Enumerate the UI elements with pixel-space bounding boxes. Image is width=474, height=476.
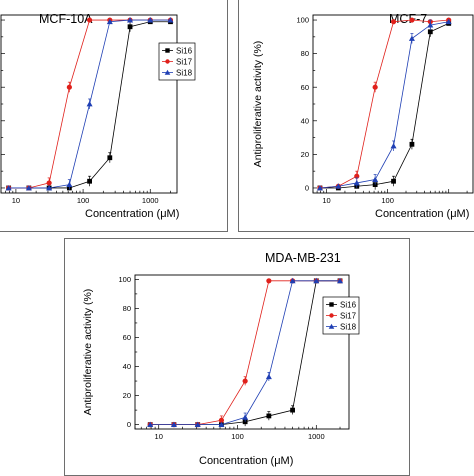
panel-title: MCF-7: [389, 12, 427, 26]
data-point: [25, 184, 32, 191]
data-point: [106, 18, 113, 25]
data-point: [194, 421, 201, 428]
data-point: [265, 373, 272, 380]
y-tick-label: 80: [123, 304, 131, 313]
legend-marker: [329, 302, 334, 307]
data-point: [218, 417, 225, 423]
y-tick-label: 20: [123, 391, 131, 400]
data-point: [409, 17, 415, 23]
series-line: [150, 280, 341, 426]
data-point: [86, 101, 93, 107]
y-tick-label: 60: [301, 83, 309, 92]
panel-mcf-7: 10 100 0 20 40 60 80 100 MCF-7 Concentration (μM)…: [238, 0, 474, 232]
legend-label: Si17: [176, 57, 193, 66]
panel-mcf-10a: 10 100 1000 MCF-10A Concentration (μM) Si16 Si…: [0, 0, 228, 232]
data-point: [427, 22, 434, 28]
y-tick-label: 100: [118, 275, 131, 284]
legend-label: Si18: [340, 322, 357, 331]
data-point: [127, 24, 133, 30]
legend-label: Si16: [176, 46, 193, 55]
x-axis-label: Concentration (μM): [375, 208, 469, 220]
data-point: [147, 17, 154, 23]
data-point: [5, 184, 12, 191]
y-tick-label: 0: [127, 420, 131, 429]
legend-marker: [165, 48, 170, 53]
data-point: [313, 277, 320, 284]
legend-label: Si18: [176, 68, 193, 77]
data-point: [218, 421, 225, 428]
data-point: [372, 182, 378, 188]
legend-marker: [329, 313, 334, 318]
x-tick-label: 10: [155, 432, 163, 441]
series-line: [319, 23, 449, 189]
y-tick-label: 80: [301, 49, 309, 58]
data-point: [290, 407, 295, 413]
data-point: [289, 277, 296, 284]
data-point: [242, 414, 249, 420]
data-point: [335, 183, 342, 189]
panel-title: MCF-10A: [39, 12, 93, 26]
legend-label: Si17: [340, 311, 357, 320]
y-axis-label: Antiproliferative activity (%): [252, 41, 264, 168]
data-point: [427, 29, 433, 35]
data-point: [354, 173, 360, 179]
data-point: [147, 421, 154, 428]
data-point: [167, 17, 174, 23]
data-point: [372, 176, 379, 182]
series-line: [150, 280, 341, 426]
data-point: [390, 19, 397, 25]
plot-frame: [312, 14, 474, 194]
x-tick-label: 1000: [142, 196, 159, 205]
x-tick-label: 100: [77, 196, 90, 205]
data-point: [107, 155, 113, 161]
x-axis-label: Concentration (μM): [199, 455, 293, 467]
legend-marker: [165, 59, 170, 64]
y-axis-label: Antiproliferative activity (%): [82, 289, 94, 416]
series-line: [319, 21, 449, 189]
data-point: [66, 181, 73, 188]
x-axis-label: Concentration (μM): [85, 208, 179, 220]
series-line: [319, 19, 449, 189]
data-point: [242, 378, 248, 384]
x-tick-label: 100: [231, 432, 244, 441]
y-tick-label: 20: [301, 150, 309, 159]
x-tick-label: 10: [322, 196, 330, 205]
legend-marker: [328, 323, 335, 329]
data-point: [390, 142, 397, 149]
data-point: [408, 35, 415, 41]
data-point: [353, 179, 360, 186]
legend-label: Si16: [340, 300, 357, 309]
legend-marker: [164, 69, 171, 75]
x-tick-label: 10: [12, 196, 20, 205]
data-point: [127, 17, 134, 23]
y-tick-label: 60: [123, 333, 131, 342]
x-tick-label: 100: [381, 196, 394, 205]
data-point: [66, 84, 72, 90]
data-point: [87, 178, 92, 184]
chart-mcf-7: 10 100 0 20 40 60 80 100 MCF-7 Concentration (μM)…: [252, 12, 474, 220]
chart-mda-mb-231: 10 100 1000 0 20 40 60 80 100 MDA-MB-231 Concentra…: [82, 251, 360, 467]
panel-title: MDA-MB-231: [265, 251, 341, 265]
data-point: [445, 18, 452, 25]
y-tick-label: 100: [296, 16, 309, 25]
data-point: [46, 180, 52, 186]
y-tick-label: 0: [305, 184, 309, 193]
data-point: [266, 278, 272, 284]
plot-frame: [134, 274, 350, 430]
data-point: [46, 184, 53, 191]
data-point: [266, 413, 272, 419]
data-point: [337, 277, 344, 284]
data-point: [391, 178, 396, 184]
data-point: [86, 17, 93, 23]
y-tick-label: 40: [301, 116, 309, 125]
x-tick-label: 1000: [308, 432, 325, 441]
data-point: [372, 84, 378, 90]
chart-mcf-10a: 10 100 1000 MCF-10A Concentration (μM) Si16 Si…: [0, 12, 196, 220]
data-point: [409, 141, 415, 147]
data-point: [170, 421, 177, 428]
data-point: [316, 184, 323, 191]
panel-mda-mb-231: 10 100 1000 0 20 40 60 80 100 MDA-MB-231 Concentra…: [64, 238, 410, 476]
series-line: [150, 280, 341, 426]
y-tick-label: 40: [123, 362, 131, 371]
